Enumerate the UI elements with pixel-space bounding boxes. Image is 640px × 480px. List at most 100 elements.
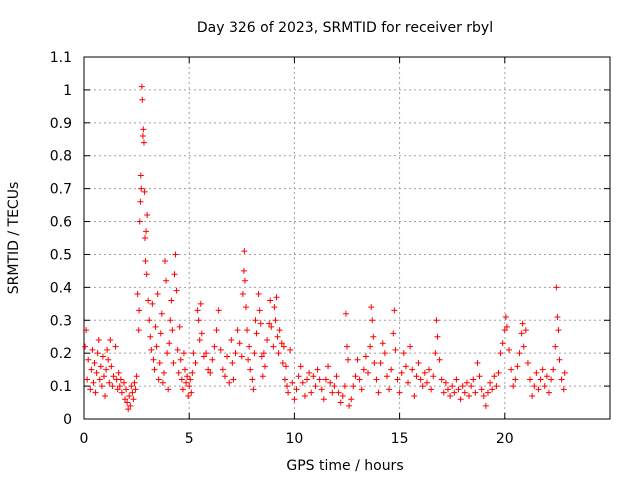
data-point: [209, 356, 216, 363]
data-point: [510, 383, 517, 390]
data-point: [284, 383, 291, 390]
data-point: [271, 304, 278, 311]
data-point: [144, 211, 151, 218]
data-point: [252, 317, 259, 324]
data-point: [190, 350, 197, 357]
data-point: [466, 392, 473, 399]
data-point: [545, 389, 552, 396]
data-point: [394, 376, 401, 383]
data-point: [132, 386, 139, 393]
y-tick-label: 0.9: [50, 116, 72, 132]
data-point: [342, 310, 349, 317]
data-point: [348, 396, 355, 403]
data-point: [432, 350, 439, 357]
data-point: [275, 350, 282, 357]
data-point: [160, 369, 167, 376]
tick-labels: 0 0.1 0.2 0.3 0.4 0.5 0.6 0.7 0.8 0.9 1 1.1 0 5 10 15 20: [50, 50, 514, 447]
data-point: [495, 369, 502, 376]
data-point: [131, 379, 138, 386]
data-point: [128, 383, 135, 390]
data-point: [295, 373, 302, 380]
data-point: [221, 373, 228, 380]
data-point: [136, 218, 143, 225]
data-point: [103, 366, 110, 373]
data-point: [195, 317, 202, 324]
data-point: [440, 389, 447, 396]
data-point: [362, 353, 369, 360]
data-point: [503, 323, 510, 330]
data-point: [110, 373, 117, 380]
data-point: [482, 402, 489, 409]
data-point: [171, 271, 178, 278]
data-point: [87, 386, 94, 393]
data-point: [306, 369, 313, 376]
data-point: [92, 389, 99, 396]
data-point: [388, 366, 395, 373]
data-point: [433, 317, 440, 324]
data-point: [426, 366, 433, 373]
data-point: [197, 300, 204, 307]
data-point: [318, 386, 325, 393]
data-point: [463, 379, 470, 386]
data-point: [243, 304, 250, 311]
x-tick-label: 20: [496, 431, 514, 447]
data-point: [149, 300, 156, 307]
data-point: [459, 383, 466, 390]
data-point: [379, 340, 386, 347]
data-point: [241, 248, 248, 255]
data-point: [392, 346, 399, 353]
data-point: [232, 350, 239, 357]
data-point: [198, 330, 205, 337]
y-tick-label: 0.2: [50, 346, 72, 362]
data-point: [247, 366, 254, 373]
data-point: [405, 379, 412, 386]
data-point: [428, 386, 435, 393]
data-point: [554, 313, 561, 320]
data-point: [126, 392, 133, 399]
data-point: [470, 376, 477, 383]
data-point: [137, 198, 144, 205]
data-point: [266, 320, 273, 327]
data-point: [447, 392, 454, 399]
data-point: [493, 383, 500, 390]
data-point: [157, 330, 164, 337]
data-point: [112, 343, 119, 350]
data-point: [514, 363, 521, 370]
data-point: [270, 343, 277, 350]
data-point: [341, 383, 348, 390]
data-point: [516, 350, 523, 357]
data-point: [90, 379, 97, 386]
data-point: [165, 386, 172, 393]
data-point: [207, 369, 214, 376]
data-point: [346, 402, 353, 409]
data-point: [409, 366, 416, 373]
data-point: [508, 366, 515, 373]
data-point: [172, 251, 179, 258]
data-point: [215, 307, 222, 314]
data-point: [491, 373, 498, 380]
data-point: [280, 343, 287, 350]
data-point: [137, 172, 144, 179]
data-point: [297, 363, 304, 370]
data-point: [350, 383, 357, 390]
data-point: [120, 379, 127, 386]
data-point: [377, 360, 384, 367]
data-point: [155, 376, 162, 383]
data-point: [396, 389, 403, 396]
data-point: [331, 383, 338, 390]
data-point: [250, 386, 257, 393]
data-point: [153, 343, 160, 350]
data-point: [344, 343, 350, 350]
data-point: [230, 376, 237, 383]
data-point: [185, 392, 192, 399]
data-point: [258, 353, 265, 360]
data-point: [170, 360, 177, 367]
data-point: [83, 327, 90, 334]
data-point: [487, 379, 494, 386]
data-point: [274, 333, 281, 340]
data-point: [162, 258, 169, 265]
data-point: [109, 383, 116, 390]
data-point: [278, 340, 285, 347]
data-point: [179, 386, 186, 393]
